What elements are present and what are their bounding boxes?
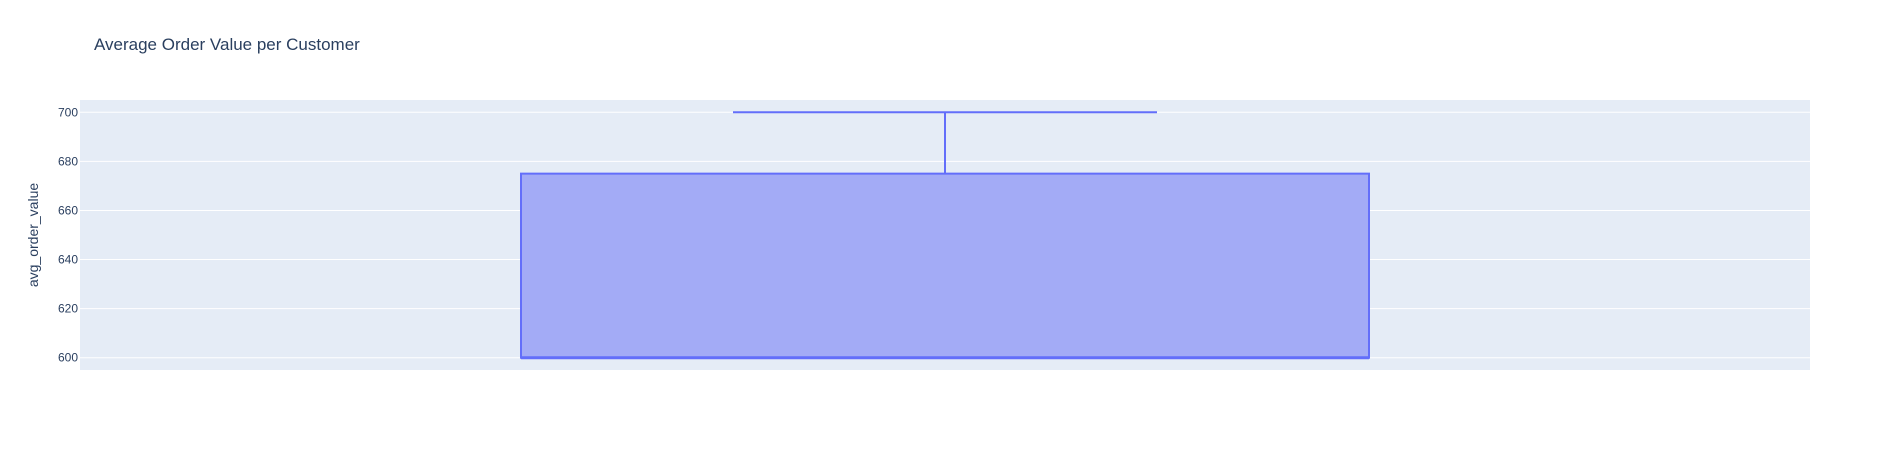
y-tick-label: 640 [58,253,78,267]
box-rect [520,172,1370,359]
box-series [520,111,1370,360]
y-tick-label: 660 [58,203,78,217]
y-tick-label: 620 [58,302,78,316]
y-tick-label: 600 [58,351,78,365]
y-tick-label: 700 [58,105,78,119]
y-tick-label: 680 [58,154,78,168]
y-axis-ticks: 600 620 640 660 680 700 [58,105,78,364]
y-axis-title: avg_order_value [25,183,41,288]
chart-title: Average Order Value per Customer [94,35,360,54]
